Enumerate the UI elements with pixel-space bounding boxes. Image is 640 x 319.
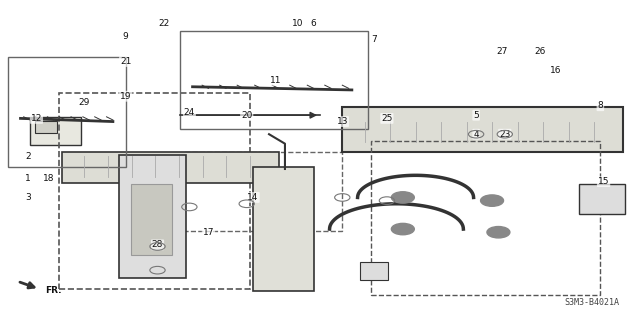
Text: 26: 26	[534, 48, 545, 56]
Text: 19: 19	[120, 92, 131, 101]
Text: FR.: FR.	[45, 286, 61, 295]
Text: 1: 1	[25, 174, 31, 183]
Text: 16: 16	[550, 66, 561, 76]
Text: 6: 6	[311, 19, 317, 28]
Text: 14: 14	[248, 193, 259, 202]
Text: 10: 10	[292, 19, 303, 28]
Text: 28: 28	[152, 241, 163, 249]
Text: 3: 3	[25, 193, 31, 202]
Text: 11: 11	[269, 76, 281, 85]
Text: 8: 8	[598, 101, 604, 110]
FancyBboxPatch shape	[360, 262, 388, 280]
FancyBboxPatch shape	[35, 121, 57, 133]
Text: 27: 27	[496, 48, 508, 56]
FancyBboxPatch shape	[131, 184, 172, 255]
Text: 25: 25	[381, 114, 392, 123]
FancyBboxPatch shape	[30, 117, 81, 145]
Circle shape	[481, 195, 504, 206]
Text: 4: 4	[474, 130, 479, 139]
FancyBboxPatch shape	[62, 152, 278, 183]
Text: 21: 21	[120, 57, 131, 66]
FancyBboxPatch shape	[119, 155, 186, 278]
Text: 5: 5	[473, 111, 479, 120]
Text: 9: 9	[123, 32, 129, 41]
Circle shape	[392, 192, 414, 203]
Text: 22: 22	[158, 19, 170, 28]
Text: 17: 17	[203, 228, 214, 237]
Text: 23: 23	[499, 130, 511, 139]
Text: S3M3-B4021A: S3M3-B4021A	[564, 298, 620, 307]
Text: 12: 12	[31, 114, 42, 123]
Text: 29: 29	[79, 98, 90, 107]
Text: 20: 20	[241, 111, 252, 120]
Text: 18: 18	[44, 174, 55, 183]
FancyBboxPatch shape	[342, 107, 623, 152]
Text: 13: 13	[337, 117, 348, 126]
FancyBboxPatch shape	[579, 184, 625, 214]
Text: 24: 24	[184, 108, 195, 116]
Text: 2: 2	[26, 152, 31, 161]
Circle shape	[487, 226, 510, 238]
Circle shape	[392, 223, 414, 235]
FancyBboxPatch shape	[253, 167, 314, 291]
Text: 15: 15	[598, 177, 609, 186]
Text: 7: 7	[371, 35, 377, 44]
